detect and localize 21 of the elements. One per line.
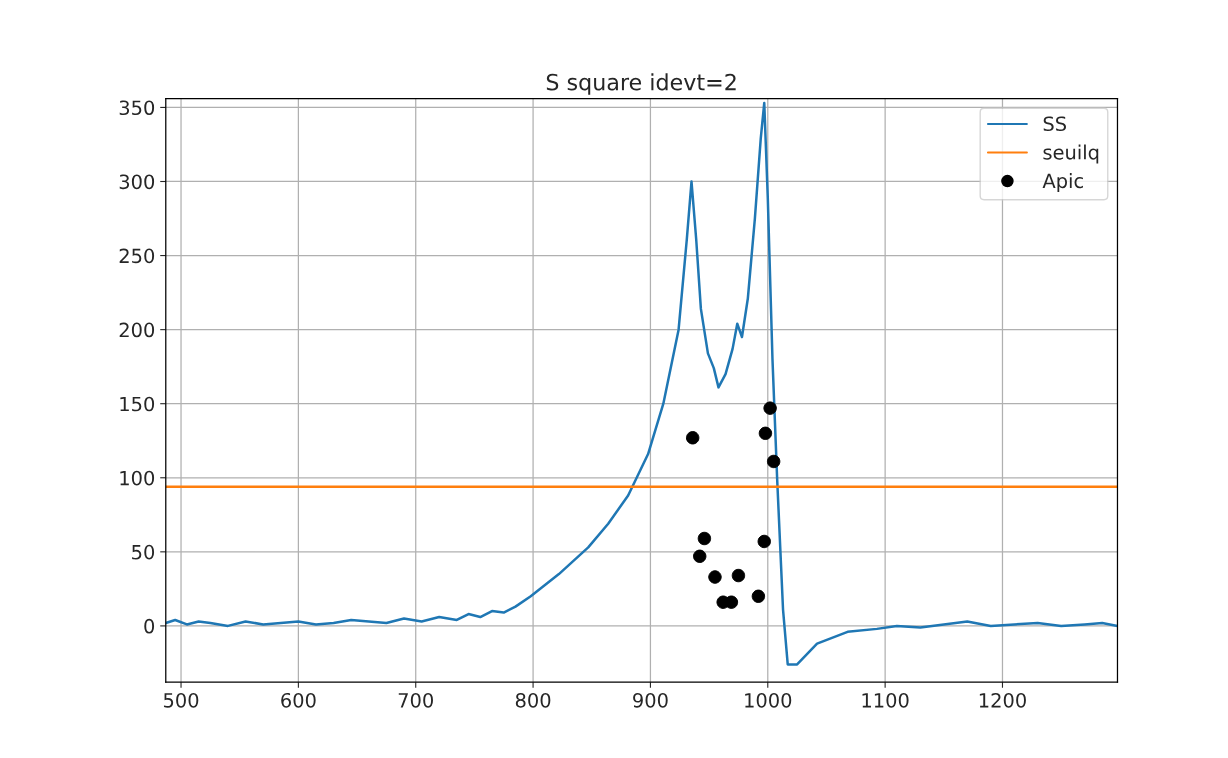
chart-title: S square idevt=2 [546, 73, 736, 95]
x-tick-label: 700 [398, 692, 433, 708]
legend-label: SS [1043, 116, 1067, 132]
legend-label: seuilq [1043, 144, 1099, 164]
x-tick-label: 800 [515, 692, 551, 708]
x-tick-label: 1100 [862, 692, 909, 708]
x-tick-label: 600 [281, 692, 316, 708]
x-tick-label: 900 [633, 692, 668, 708]
y-tick-label: 50 [132, 544, 155, 560]
legend-label: Apic [1042, 173, 1083, 192]
y-tick-label: 300 [119, 174, 155, 190]
y-tick-label: 200 [119, 322, 155, 338]
y-tick-label: 250 [119, 248, 155, 264]
y-tick-label: 150 [120, 396, 155, 412]
line-series [165, 101, 1118, 666]
y-tick-label: 100 [120, 470, 155, 486]
y-tick-label: 0 [144, 618, 155, 634]
y-tick-label: 350 [119, 100, 155, 116]
x-tick-label: 1000 [745, 692, 792, 708]
x-tick-label: 1200 [979, 692, 1026, 708]
x-tick-label: 500 [163, 692, 199, 708]
